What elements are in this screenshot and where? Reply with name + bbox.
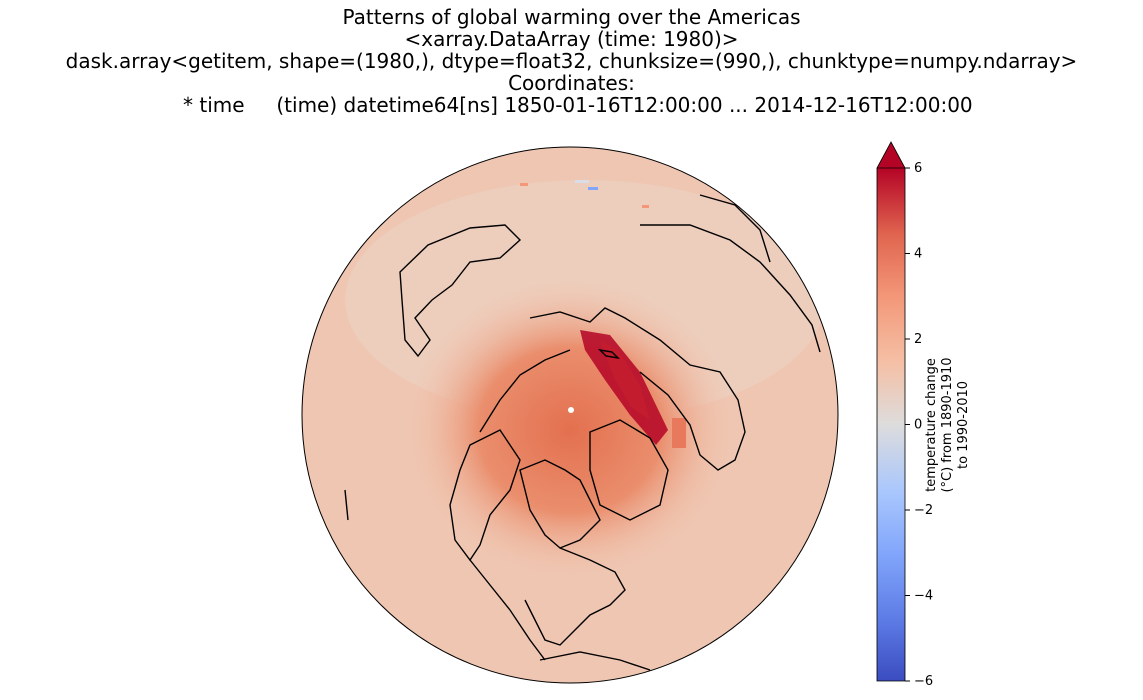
warm-patch bbox=[672, 418, 686, 448]
arctic-warming-region bbox=[405, 280, 735, 580]
barents-hotspot-core bbox=[600, 340, 650, 420]
coastline-europe bbox=[399, 224, 522, 358]
title-line-5-text: * time (time) datetime64[ns] 1850-01-16T… bbox=[170, 93, 973, 117]
colorbar-label: temperature change (°C) from 1890-1910 t… bbox=[924, 357, 971, 492]
colorbar-tick-label: 0 bbox=[914, 418, 922, 433]
colorbar: −6 −4 −2 0 2 4 6 bbox=[876, 141, 933, 689]
colorbar-tick-label: 2 bbox=[914, 332, 922, 347]
colorbar-ticks: −6 −4 −2 0 2 4 6 bbox=[905, 161, 933, 689]
title-line-2: <xarray.DataArray (time: 1980)> bbox=[404, 27, 739, 51]
globe-outline bbox=[301, 146, 839, 684]
pole-gap bbox=[568, 407, 574, 413]
coastline-islands-left bbox=[344, 489, 349, 521]
coastlines bbox=[344, 194, 821, 671]
figure-title: Patterns of global warming over the Amer… bbox=[0, 6, 1143, 116]
title-line-3: dask.array<getitem, shape=(1980,), dtype… bbox=[65, 49, 1078, 73]
coastline-canadian-archipelago bbox=[519, 459, 601, 549]
colorbar-label-line-2: (°C) from 1890-1910 bbox=[940, 357, 955, 492]
title-line-4: Coordinates: bbox=[508, 71, 635, 95]
colorbar-extend-arrow bbox=[876, 141, 906, 169]
coastline-greenland bbox=[589, 419, 669, 521]
colorbar-tick-label: −6 bbox=[914, 674, 933, 689]
colorbar-gradient bbox=[877, 168, 905, 681]
coastline-novaya-zemlya bbox=[597, 348, 621, 360]
title-line-5: * time (time) datetime64[ns] 1850-01-16T… bbox=[0, 94, 1143, 116]
colorbar-tick-label: −2 bbox=[914, 503, 933, 518]
colorbar-tick-label: −4 bbox=[914, 589, 933, 604]
colorbar-label-line-3: to 1990-2010 bbox=[956, 381, 971, 469]
coastline-north-america-east bbox=[524, 547, 626, 646]
coastline-north-america-west bbox=[469, 559, 546, 661]
globe bbox=[302, 147, 838, 683]
colorbar-tick-label: 6 bbox=[914, 161, 922, 176]
title-line-1: Patterns of global warming over the Amer… bbox=[342, 5, 801, 29]
coastline-arctic-europe bbox=[479, 349, 571, 433]
colorbar-tick-label: 4 bbox=[914, 247, 922, 262]
cool-pixel-2 bbox=[575, 180, 589, 183]
colorbar-label-line-1: temperature change bbox=[924, 358, 939, 492]
cool-pixel bbox=[588, 187, 598, 190]
coastline-asia-east bbox=[640, 224, 821, 353]
coastline-japan-region bbox=[699, 194, 771, 263]
coastline-central-america bbox=[539, 651, 651, 671]
warm-pixel bbox=[520, 183, 528, 186]
coastline-siberia bbox=[529, 307, 746, 471]
warm-pixel-2 bbox=[642, 205, 649, 208]
coastline-alaska bbox=[449, 429, 521, 562]
